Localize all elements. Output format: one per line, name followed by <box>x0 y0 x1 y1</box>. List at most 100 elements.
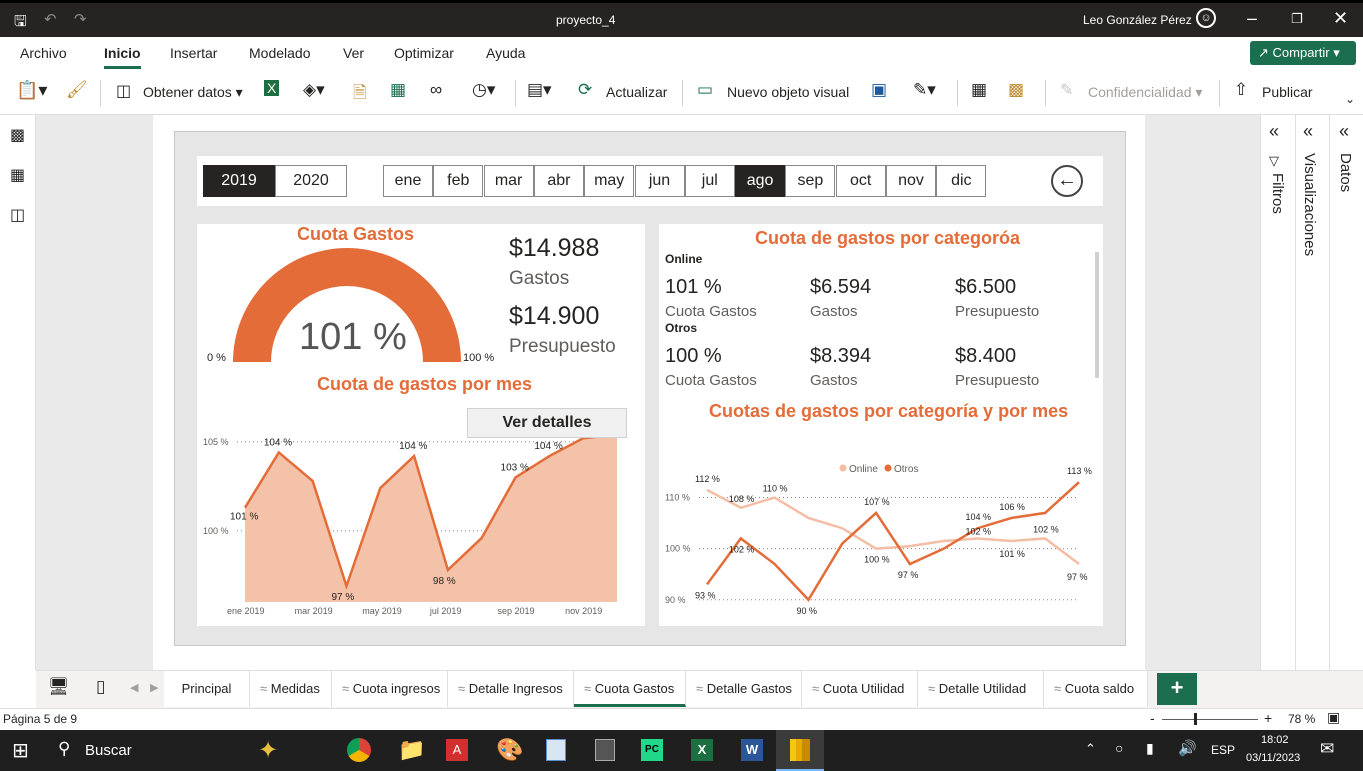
taskbar-search[interactable]: Buscar <box>85 742 132 759</box>
page-tab-cuota-gastos[interactable]: ≈ Cuota Gastos <box>574 671 686 707</box>
text-box-icon[interactable]: ▣ <box>871 80 888 99</box>
close-icon[interactable]: ✕ <box>1333 8 1349 28</box>
image-viewer-icon[interactable] <box>546 739 566 761</box>
battery-icon[interactable]: ▮ <box>1146 740 1154 756</box>
month-slicer-jul[interactable]: jul <box>684 165 735 197</box>
collapse-data-icon[interactable]: « <box>1339 121 1350 141</box>
zoom-in-icon[interactable]: + <box>1264 710 1273 726</box>
calculator-app-icon[interactable] <box>595 739 615 761</box>
month-slicer-ago[interactable]: ago <box>735 165 786 197</box>
page-tab-detalle-ingresos[interactable]: ≈ Detalle Ingresos <box>448 671 574 707</box>
get-data-button[interactable]: Obtener datos ▾ <box>143 84 243 100</box>
mobile-layout-icon[interactable]: ▯ <box>96 677 106 696</box>
transform-icon[interactable]: ▤▾ <box>527 80 552 99</box>
month-slicer-dic[interactable]: dic <box>936 165 987 197</box>
notifications-icon[interactable]: ✉ <box>1320 739 1335 758</box>
search-icon[interactable]: ⚲ <box>58 739 71 758</box>
dataverse-icon[interactable]: ◈▾ <box>303 80 325 99</box>
sensitivity-button[interactable]: Confidencialidad ▾ <box>1088 84 1203 100</box>
new-visual-button[interactable]: Nuevo objeto visual <box>727 84 850 100</box>
desktop-layout-icon[interactable]: 🖥 <box>48 677 70 696</box>
chevron-up-icon[interactable]: ⌃ <box>1085 741 1096 756</box>
visualizations-pane-label[interactable]: Visualizaciones <box>1301 153 1318 257</box>
pycharm-icon[interactable]: PC <box>641 739 663 761</box>
month-slicer-may[interactable]: may <box>584 165 635 197</box>
menu-ver[interactable]: Ver <box>343 45 365 61</box>
page-tab-cuota-ingresos[interactable]: ≈ Cuota ingresos <box>332 671 448 707</box>
table-icon[interactable]: ▦ <box>390 80 407 99</box>
page-tab-cuota-saldo[interactable]: ≈ Cuota saldo <box>1044 671 1148 707</box>
zoom-slider-handle[interactable] <box>1194 713 1197 725</box>
refresh-button[interactable]: Actualizar <box>606 84 668 100</box>
publish-button[interactable]: Publicar <box>1262 84 1313 100</box>
paste-icon[interactable]: 📋▾ <box>16 80 48 100</box>
details-button[interactable]: Ver detalles <box>467 408 627 438</box>
link-icon[interactable]: ∞ <box>430 80 443 99</box>
zoom-slider[interactable] <box>1162 719 1258 720</box>
acrobat-icon[interactable]: A <box>446 739 468 761</box>
clock-date[interactable]: 03/11/2023 <box>1246 752 1301 764</box>
word-app-icon[interactable]: W <box>741 739 763 761</box>
month-slicer-mar[interactable]: mar <box>483 165 534 197</box>
year-slicer-2019[interactable]: 2019 <box>203 165 275 197</box>
paint-icon[interactable]: 🎨 <box>496 737 524 762</box>
back-arrow-icon[interactable]: ← <box>1051 165 1083 197</box>
prev-page-icon[interactable]: ◀ <box>130 682 139 694</box>
month-slicer-sep[interactable]: sep <box>785 165 836 197</box>
page-tab-detalle-utilidad[interactable]: ≈ Detalle Utilidad <box>918 671 1044 707</box>
report-view-icon[interactable]: ▩ <box>10 127 26 144</box>
windows-start-icon[interactable]: ⊞ <box>12 740 29 762</box>
minimize-icon[interactable]: – <box>1247 8 1258 28</box>
page-tab-medidas[interactable]: ≈ Medidas <box>250 671 332 707</box>
page-tab-detalle-gastos[interactable]: ≈ Detalle Gastos <box>686 671 802 707</box>
restore-icon[interactable]: ❐ <box>1291 11 1303 26</box>
language-indicator[interactable]: ESP <box>1211 743 1236 757</box>
menu-ayuda[interactable]: Ayuda <box>486 45 526 61</box>
model-view-icon[interactable]: ◫ <box>10 207 26 224</box>
redo-icon[interactable]: ↷ <box>74 11 87 28</box>
quick-measure-icon[interactable]: ▩ <box>1008 80 1025 99</box>
page-tab-cuota-utilidad[interactable]: ≈ Cuota Utilidad <box>802 671 918 707</box>
month-slicer-ene[interactable]: ene <box>383 165 433 197</box>
avatar[interactable]: ☺ <box>1196 8 1216 28</box>
year-slicer-2020[interactable]: 2020 <box>275 165 347 197</box>
page-tab-principal[interactable]: Principal <box>164 671 250 707</box>
menu-modelado[interactable]: Modelado <box>249 45 311 61</box>
menu-optimizar[interactable]: Optimizar <box>394 45 454 61</box>
scrollbar[interactable] <box>1095 252 1099 378</box>
zoom-out-icon[interactable]: - <box>1150 710 1155 726</box>
clock-icon[interactable]: ◷▾ <box>472 80 496 99</box>
collapse-visualizations-icon[interactable]: « <box>1303 121 1314 141</box>
month-slicer-jun[interactable]: jun <box>634 165 685 197</box>
excel-icon[interactable]: X <box>264 80 280 96</box>
month-slicer-feb[interactable]: feb <box>433 165 484 197</box>
share-button[interactable]: ↗ Compartir ▾ <box>1250 41 1356 65</box>
menu-archivo[interactable]: Archivo <box>20 45 67 61</box>
month-slicer-abr[interactable]: abr <box>533 165 584 197</box>
add-page-button[interactable]: + <box>1157 673 1197 705</box>
meet-icon[interactable]: ○ <box>1115 740 1124 756</box>
month-slicer-nov[interactable]: nov <box>886 165 936 197</box>
clock-time[interactable]: 18:02 <box>1261 734 1289 746</box>
format-painter-icon[interactable]: 🖌 <box>66 80 88 99</box>
filters-pane-label[interactable]: Filtros <box>1269 173 1286 214</box>
chrome-icon[interactable] <box>347 738 371 762</box>
volume-icon[interactable]: 🔊 <box>1178 740 1197 757</box>
menu-insertar[interactable]: Insertar <box>170 45 218 61</box>
calculator-icon[interactable]: ▦ <box>971 80 988 99</box>
next-page-icon[interactable]: ▶ <box>150 682 159 694</box>
powerbi-app-button[interactable] <box>776 730 824 771</box>
save-icon[interactable]: 🖫 <box>14 13 27 30</box>
more-visuals-icon[interactable]: ✎▾ <box>913 80 936 99</box>
collapse-filters-icon[interactable]: « <box>1269 121 1280 141</box>
table-view-icon[interactable]: ▦ <box>10 167 26 184</box>
fit-page-icon[interactable]: ▣ <box>1327 709 1341 725</box>
file-explorer-icon[interactable]: 📁 <box>398 737 426 762</box>
month-slicer-oct[interactable]: oct <box>835 165 886 197</box>
undo-icon[interactable]: ↶ <box>44 11 57 28</box>
collapse-ribbon-icon[interactable]: ⌄ <box>1345 92 1356 106</box>
recent-sources-icon[interactable]: 🗎 <box>353 83 367 102</box>
excel-app-icon[interactable]: X <box>691 739 713 761</box>
menu-inicio[interactable]: Inicio <box>104 45 141 69</box>
data-pane-label[interactable]: Datos <box>1337 153 1354 193</box>
